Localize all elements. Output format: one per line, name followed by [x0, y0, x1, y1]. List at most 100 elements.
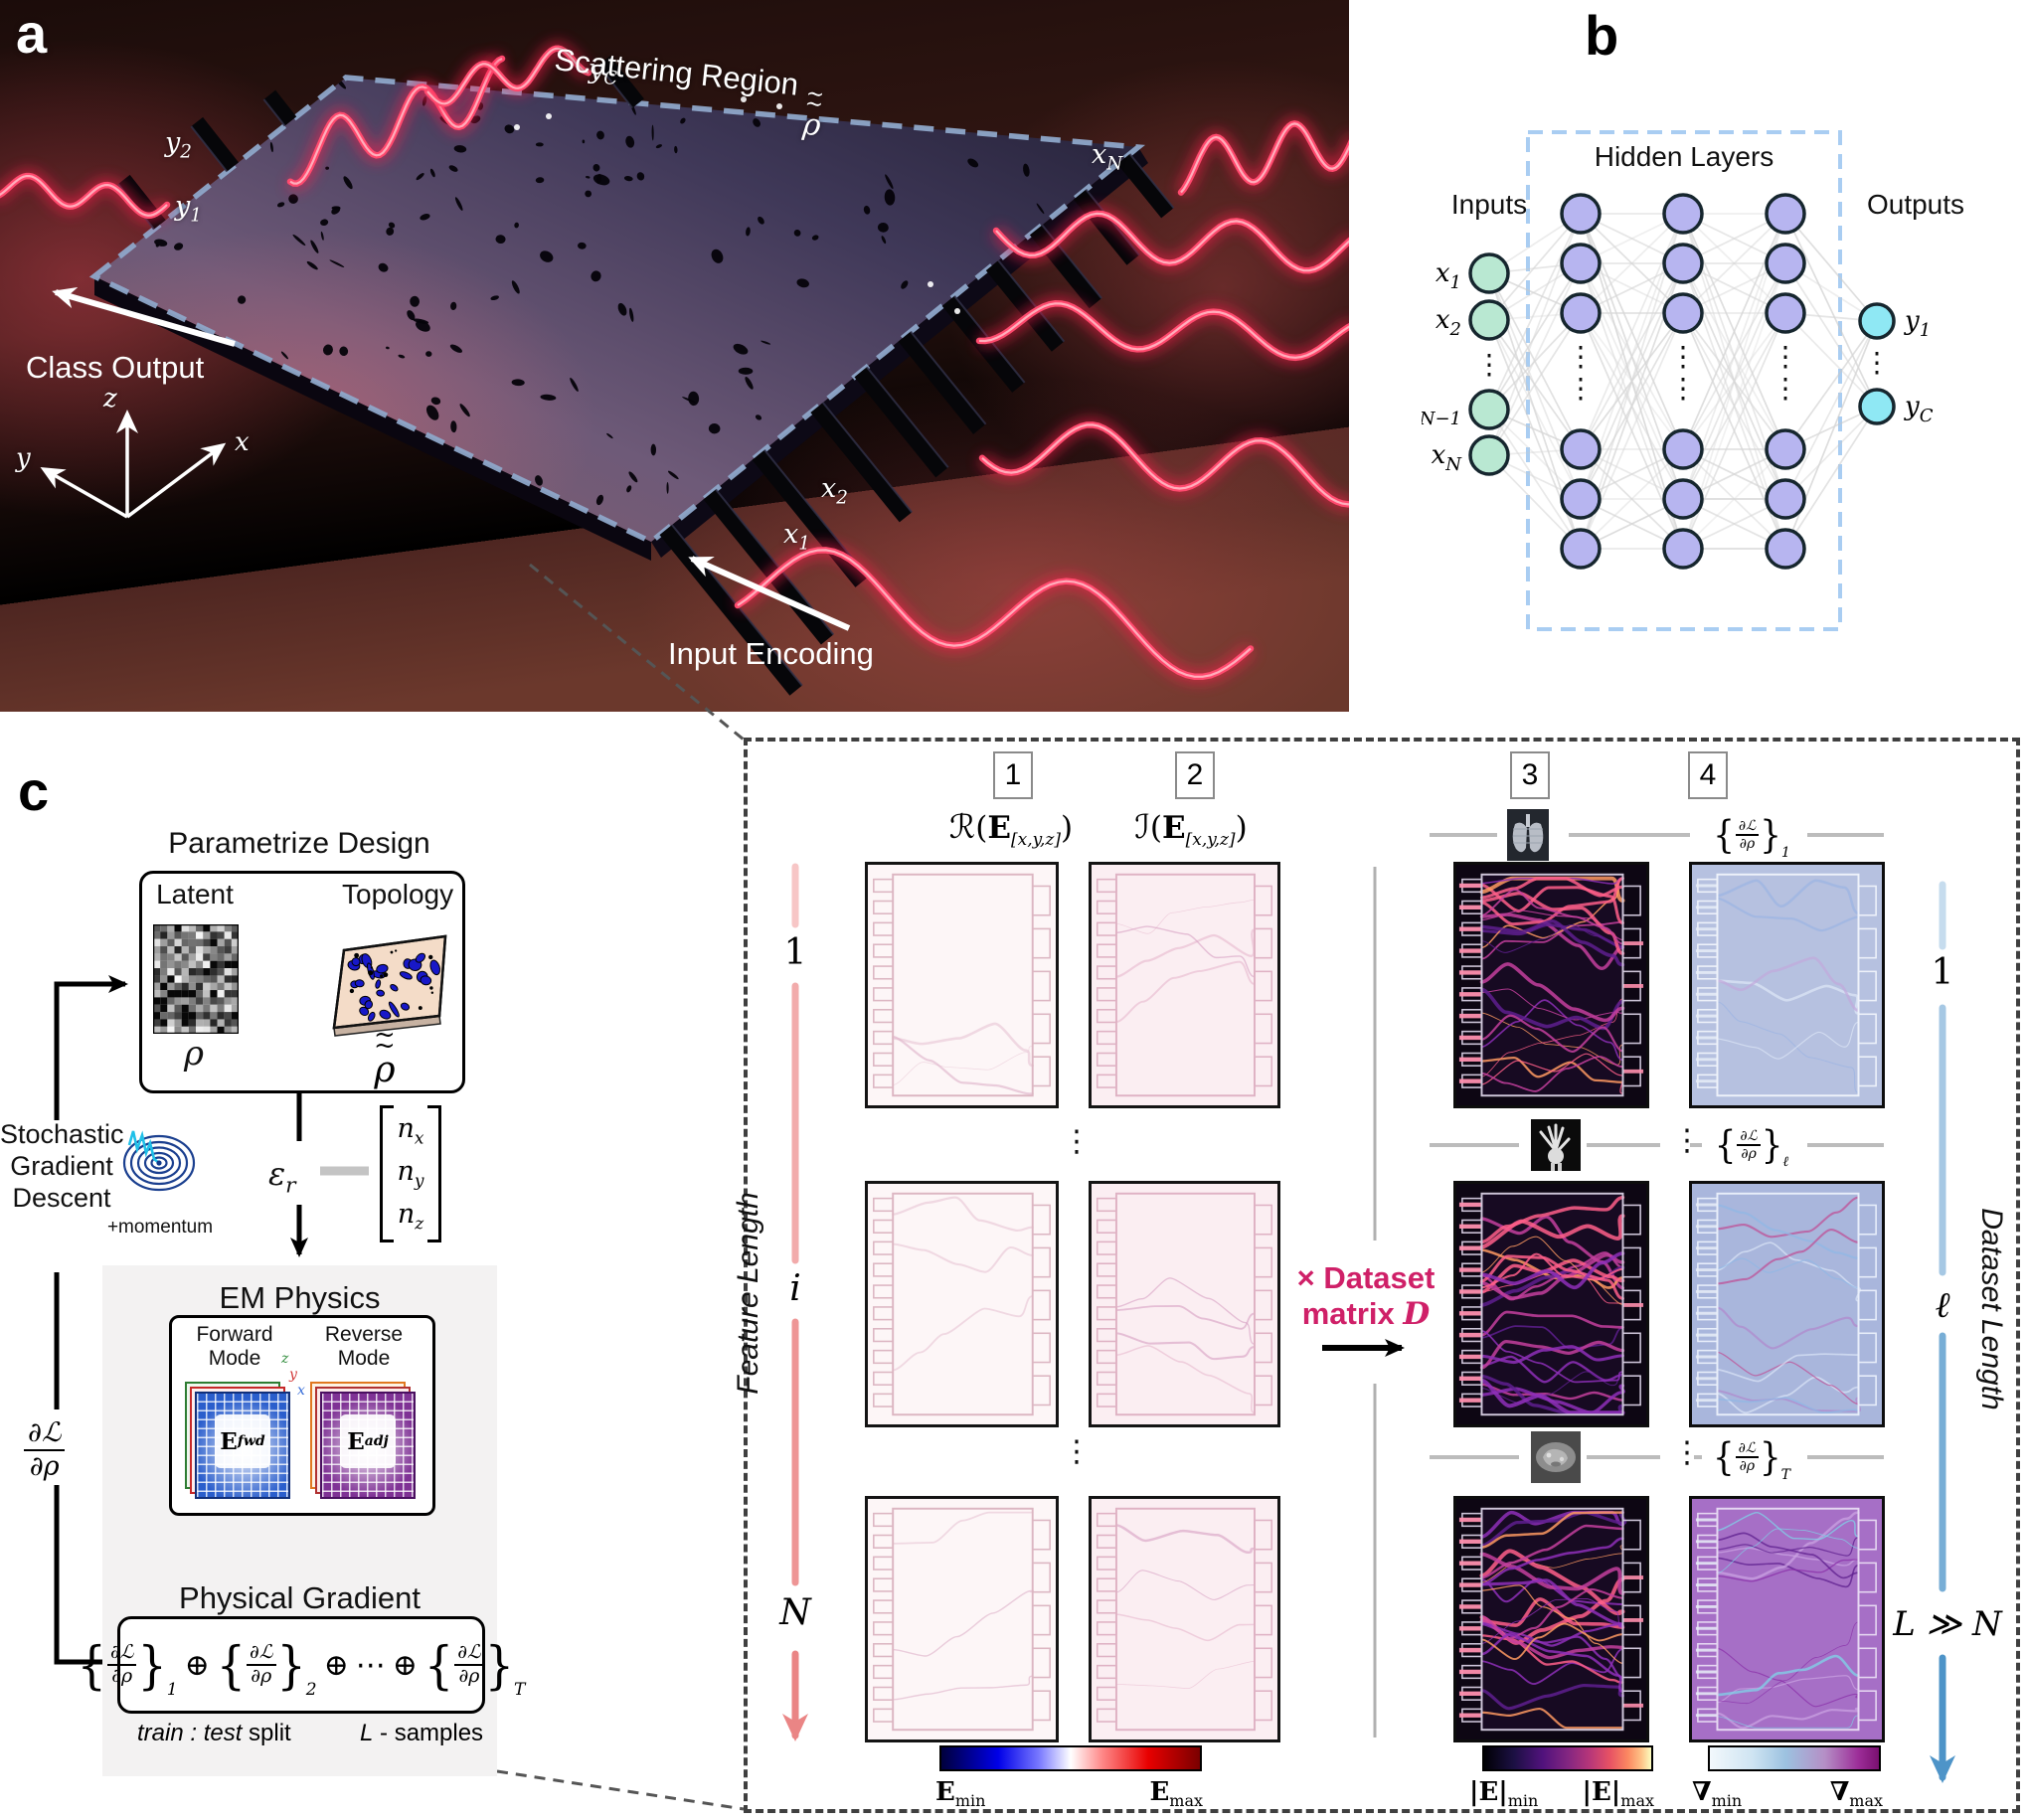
cb2-max: |E|max	[1582, 1777, 1654, 1811]
dataset-tick-LN: L ≫ N	[1893, 1604, 2002, 1644]
field-map-im-3	[1089, 1496, 1280, 1742]
pg-term-T: { ∂ℒ ∂ρ } T	[423, 1634, 526, 1700]
mini-axis-y: y	[289, 1367, 297, 1383]
dataset-matrix-line1: × Dataset	[1296, 1260, 1436, 1295]
latent-noise-image	[153, 924, 239, 1034]
colorbar-seismic	[939, 1745, 1202, 1771]
pg-term-1: { ∂ℒ ∂ρ } 1	[77, 1634, 178, 1700]
nn-hidden-label: Hidden Layers	[1594, 141, 1774, 172]
dataset-tick-l: ℓ	[1935, 1285, 1950, 1326]
field-map-abs-2	[1453, 1181, 1649, 1427]
matrix-D-symbol: D	[1403, 1296, 1431, 1332]
sgd-line3: Descent	[12, 1183, 111, 1213]
panel-b-tag: b	[1585, 4, 1619, 67]
slab-speckles	[154, 78, 1045, 506]
field-map-grad-1	[1689, 862, 1885, 1108]
mini-axis-z: z	[281, 1351, 289, 1367]
oplus-2: ⊕	[323, 1647, 349, 1683]
pg-term-2: { ∂ℒ ∂ρ } 2	[216, 1634, 317, 1700]
em-title: EM Physics	[219, 1280, 381, 1315]
momentum-label: +momentum	[106, 1217, 214, 1238]
port-label-x2: x2	[821, 473, 848, 509]
field-map-im-1	[1089, 862, 1280, 1108]
grad-term-T: { ∂ℒ ∂ρ } T	[1713, 1434, 1790, 1484]
parametrize-title: Parametrize Design	[168, 827, 430, 860]
pg-box: { ∂ℒ ∂ρ } 1 ⊕ { ∂ℒ ∂ρ } 2 ⊕ ⋯ ⊕ { ∂ℒ ∂ρ } T	[78, 1616, 525, 1714]
sgd-spiral-icon	[122, 1130, 196, 1192]
port-label-y1: y1	[175, 191, 202, 227]
pg-title: Physical Gradient	[179, 1580, 421, 1615]
field-map-grad-2	[1689, 1181, 1885, 1427]
topology-image	[332, 934, 447, 1037]
cb1-min: Emin	[935, 1777, 986, 1811]
svg-text:yC: yC	[1904, 392, 1934, 426]
input-encoding-label: Input Encoding	[668, 636, 874, 671]
svg-text:⋮: ⋮	[1567, 341, 1595, 372]
port-label-x1: x1	[783, 519, 810, 555]
field-map-re-1	[865, 862, 1059, 1108]
field-map-grad-3	[1689, 1496, 1885, 1742]
hand-xray-icon	[1531, 1119, 1581, 1171]
forward-mode-label: Forward Mode	[196, 1323, 273, 1370]
panel-c-tag: c	[18, 759, 50, 822]
svg-text:x2: x2	[1436, 305, 1461, 340]
cdots: ⋯	[355, 1647, 386, 1683]
cb3-min: ∇min	[1692, 1777, 1743, 1811]
callout-line-bottom	[496, 1769, 745, 1811]
re-field-header: ℛ(E[x,y,z])	[948, 807, 1074, 851]
sgd-line1: Stochastic	[0, 1119, 124, 1149]
svg-text:y1: y1	[1904, 306, 1931, 341]
feature-length-title: Feature Length	[732, 1192, 764, 1395]
reverse-mode-label: Reverse Mode	[324, 1323, 404, 1370]
ellipsis-dots	[514, 96, 960, 314]
class-output-arrow	[52, 286, 236, 347]
grad-term-l: { ∂ℒ ∂ρ } ℓ	[1714, 1122, 1789, 1171]
sep-ellipsis-2: ⋮	[1672, 1435, 1702, 1470]
light-waves	[0, 42, 1349, 684]
cb2-min: |E|min	[1469, 1777, 1539, 1811]
field-map-re-3	[865, 1496, 1059, 1742]
cb3-max: ∇max	[1829, 1777, 1883, 1811]
train-test-label: train : test split	[137, 1720, 291, 1746]
field-map-im-2	[1089, 1181, 1280, 1427]
panel-a-tag: a	[16, 2, 48, 65]
samples-label: L - samples	[360, 1720, 484, 1746]
slab-side-left	[94, 276, 651, 561]
class-output-label: Class Output	[26, 350, 205, 385]
port-label-xN: xN	[1092, 139, 1123, 175]
dataset-tick-1: 1	[1931, 952, 1954, 993]
svg-text:⋮: ⋮	[1669, 373, 1697, 404]
svg-text:⋮: ⋮	[1669, 341, 1697, 372]
dataset-matrix-line2: matrix D	[1301, 1296, 1431, 1332]
axis-y-label: y	[16, 443, 31, 473]
axes-triad	[40, 410, 227, 519]
field-map-abs-3	[1453, 1496, 1649, 1742]
oplus-1: ⊕	[184, 1647, 210, 1683]
ct-scan-icon	[1531, 1431, 1581, 1483]
svg-text:⋮: ⋮	[1567, 373, 1595, 404]
grad-term-1: { ∂ℒ ∂ρ } 1	[1713, 812, 1790, 862]
port-label-y2: y2	[165, 127, 192, 163]
port-label-yC: yC	[589, 54, 618, 89]
nn-outputs-label: Outputs	[1866, 189, 1965, 220]
colorbar-nabla	[1708, 1745, 1881, 1771]
stage-3-badge: 3	[1510, 751, 1550, 799]
loss-gradient-label: ∂ℒ ∂ρ	[20, 1415, 70, 1485]
chest-xray-icon	[1507, 809, 1549, 861]
svg-text:⋮: ⋮	[1772, 341, 1799, 372]
rho-tilde-label: ~ ~ ρ	[374, 1020, 396, 1090]
topology-label: Topology	[342, 879, 454, 910]
index-vector: nx ny nz	[380, 1105, 441, 1242]
field-map-re-2	[865, 1181, 1059, 1427]
rho-label: ρ	[184, 1034, 204, 1074]
svg-text:⋮: ⋮	[1863, 347, 1891, 378]
colorbar-magma	[1482, 1745, 1653, 1771]
feature-tick-1: 1	[783, 932, 807, 973]
stage-2-badge: 2	[1175, 751, 1215, 799]
latent-label: Latent	[156, 879, 234, 910]
svg-text:⋮: ⋮	[1772, 373, 1799, 404]
